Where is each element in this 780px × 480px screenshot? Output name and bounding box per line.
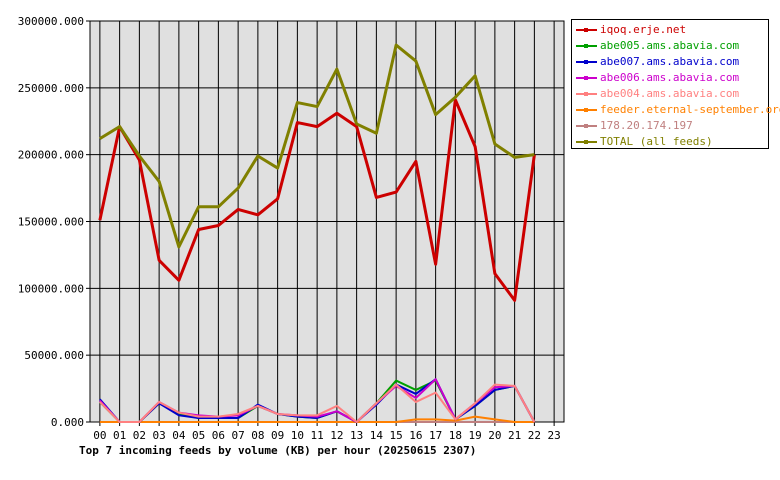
x-tick-label: 02 xyxy=(133,429,146,442)
x-tick-label: 01 xyxy=(113,429,126,442)
legend-label: abe004.ams.abavia.com xyxy=(600,87,740,100)
x-tick-label: 16 xyxy=(409,429,422,442)
y-tick-label: 300000.000 xyxy=(18,15,84,28)
legend-swatch xyxy=(576,76,597,80)
x-tick-label: 20 xyxy=(488,429,501,442)
x-tick-label: 12 xyxy=(330,429,343,442)
series-line xyxy=(98,98,536,302)
x-tick-label: 10 xyxy=(291,429,304,442)
x-tick-label: 17 xyxy=(429,429,442,442)
legend-swatch xyxy=(576,28,597,32)
legend-label: abe006.ams.abavia.com xyxy=(600,71,740,84)
legend-swatch xyxy=(576,108,597,112)
y-tick-label: 50000.000 xyxy=(24,349,84,362)
legend-label: feeder.eternal-september.org xyxy=(600,103,780,116)
legend-swatch xyxy=(576,44,597,48)
legend-label: 178.20.174.197 xyxy=(600,119,693,132)
x-tick-label: 08 xyxy=(251,429,264,442)
series-line xyxy=(99,43,535,249)
x-tick-label: 21 xyxy=(508,429,521,442)
x-tick-label: 18 xyxy=(449,429,462,442)
x-tick-label: 14 xyxy=(370,429,384,442)
x-tick-label: 13 xyxy=(350,429,363,442)
x-tick-label: 07 xyxy=(232,429,245,442)
y-tick-label: 250000.000 xyxy=(18,82,84,95)
legend-swatch xyxy=(576,124,597,128)
x-tick-label: 15 xyxy=(390,429,403,442)
legend-swatch xyxy=(576,140,597,144)
chart-title: Top 7 incoming feeds by volume (KB) per … xyxy=(79,444,477,457)
x-tick-label: 06 xyxy=(212,429,225,442)
y-tick-label: 150000.000 xyxy=(18,216,84,229)
legend-swatch xyxy=(576,92,597,96)
x-tick-label: 03 xyxy=(153,429,166,442)
y-tick-label: 0.000 xyxy=(51,416,84,429)
legend-label: TOTAL (all feeds) xyxy=(600,135,713,148)
x-tick-label: 09 xyxy=(271,429,284,442)
x-tick-label: 11 xyxy=(311,429,324,442)
x-tick-label: 00 xyxy=(93,429,106,442)
legend-label: abe005.ams.abavia.com xyxy=(600,39,740,52)
legend-swatch xyxy=(576,60,597,64)
x-tick-label: 05 xyxy=(192,429,205,442)
series-line xyxy=(99,383,536,423)
y-tick-label: 100000.000 xyxy=(18,282,84,295)
x-tick-label: 19 xyxy=(469,429,482,442)
x-tick-label: 23 xyxy=(548,429,561,442)
x-tick-label: 04 xyxy=(172,429,186,442)
x-tick-label: 22 xyxy=(528,429,541,442)
legend-label: iqoq.erje.net xyxy=(600,23,687,36)
legend: iqoq.erje.net abe005.ams.abavia.com abe0… xyxy=(571,19,780,149)
series-line xyxy=(99,415,535,423)
legend-label: abe007.ams.abavia.com xyxy=(600,55,740,68)
y-tick-label: 200000.000 xyxy=(18,149,84,162)
